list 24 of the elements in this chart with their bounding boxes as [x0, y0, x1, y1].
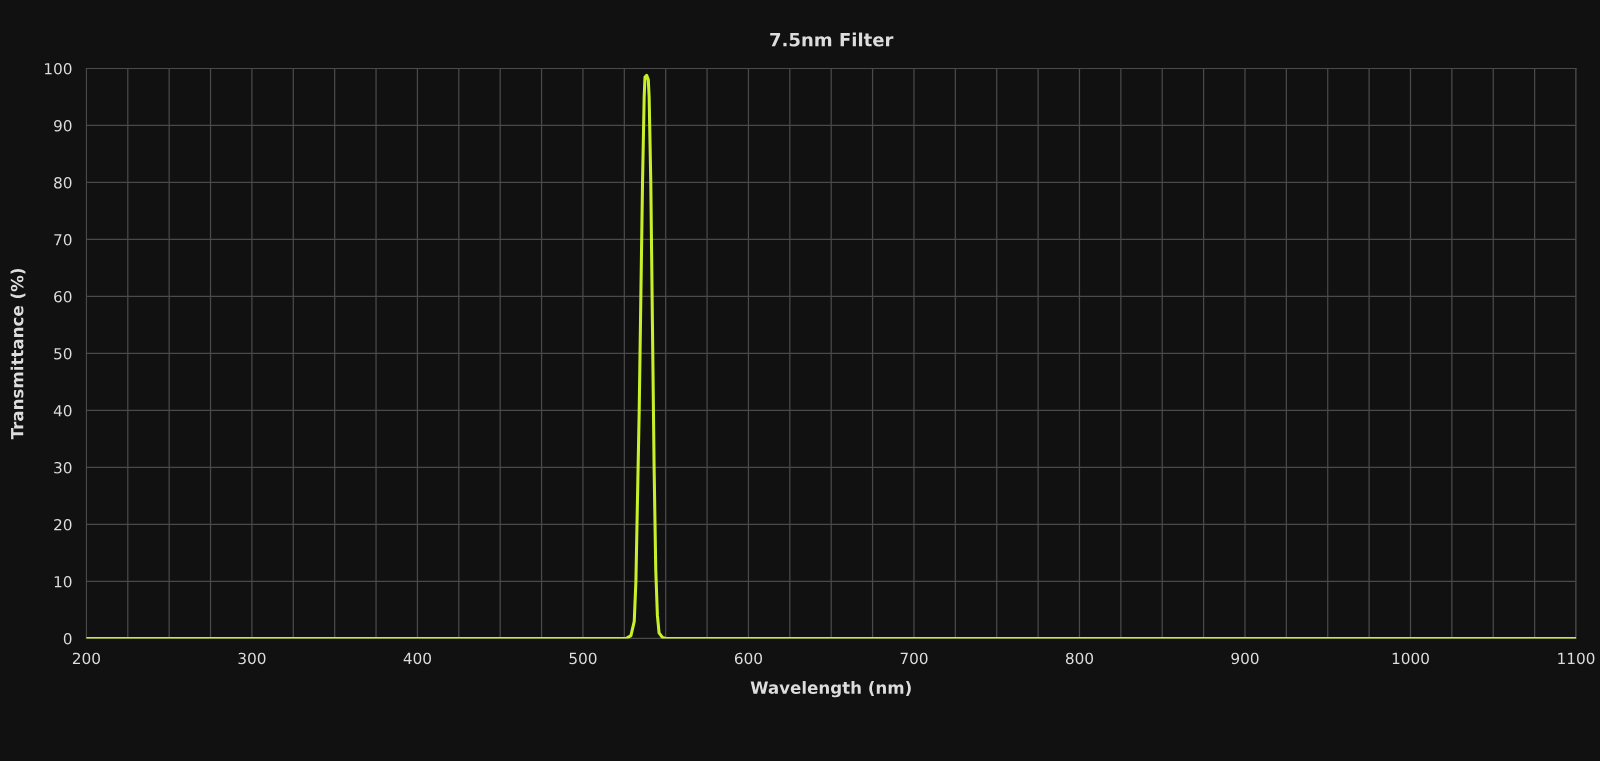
y-tick-label: 100 [45, 62, 72, 75]
y-tick-label: 50 [54, 347, 72, 360]
x-tick-label: 1100 [1558, 652, 1595, 665]
y-tick-label: 70 [54, 233, 72, 246]
x-tick-label: 1000 [1392, 652, 1429, 665]
y-tick-label: 10 [54, 575, 72, 588]
chart-title: 7.5nm Filter [770, 32, 894, 47]
y-tick-label: 60 [54, 290, 72, 303]
x-tick-label: 700 [900, 652, 928, 665]
x-tick-label: 800 [1065, 652, 1094, 665]
y-tick-label: 80 [54, 176, 72, 189]
x-tick-label: 500 [569, 652, 597, 665]
x-tick-label: 900 [1231, 652, 1259, 665]
y-tick-label: 90 [54, 119, 72, 132]
x-tick-label: 300 [238, 652, 266, 665]
y-tick-label: 30 [54, 461, 72, 474]
y-axis-title: Transmittance (%) [10, 269, 26, 440]
x-tick-label: 600 [734, 652, 763, 665]
x-tick-label: 400 [403, 652, 431, 665]
x-axis-title: Wavelength (nm) [750, 681, 911, 698]
y-tick-label: 0 [63, 632, 72, 645]
y-tick-label: 40 [53, 404, 72, 417]
y-tick-label: 20 [54, 518, 72, 531]
x-tick-label: 200 [72, 652, 100, 665]
